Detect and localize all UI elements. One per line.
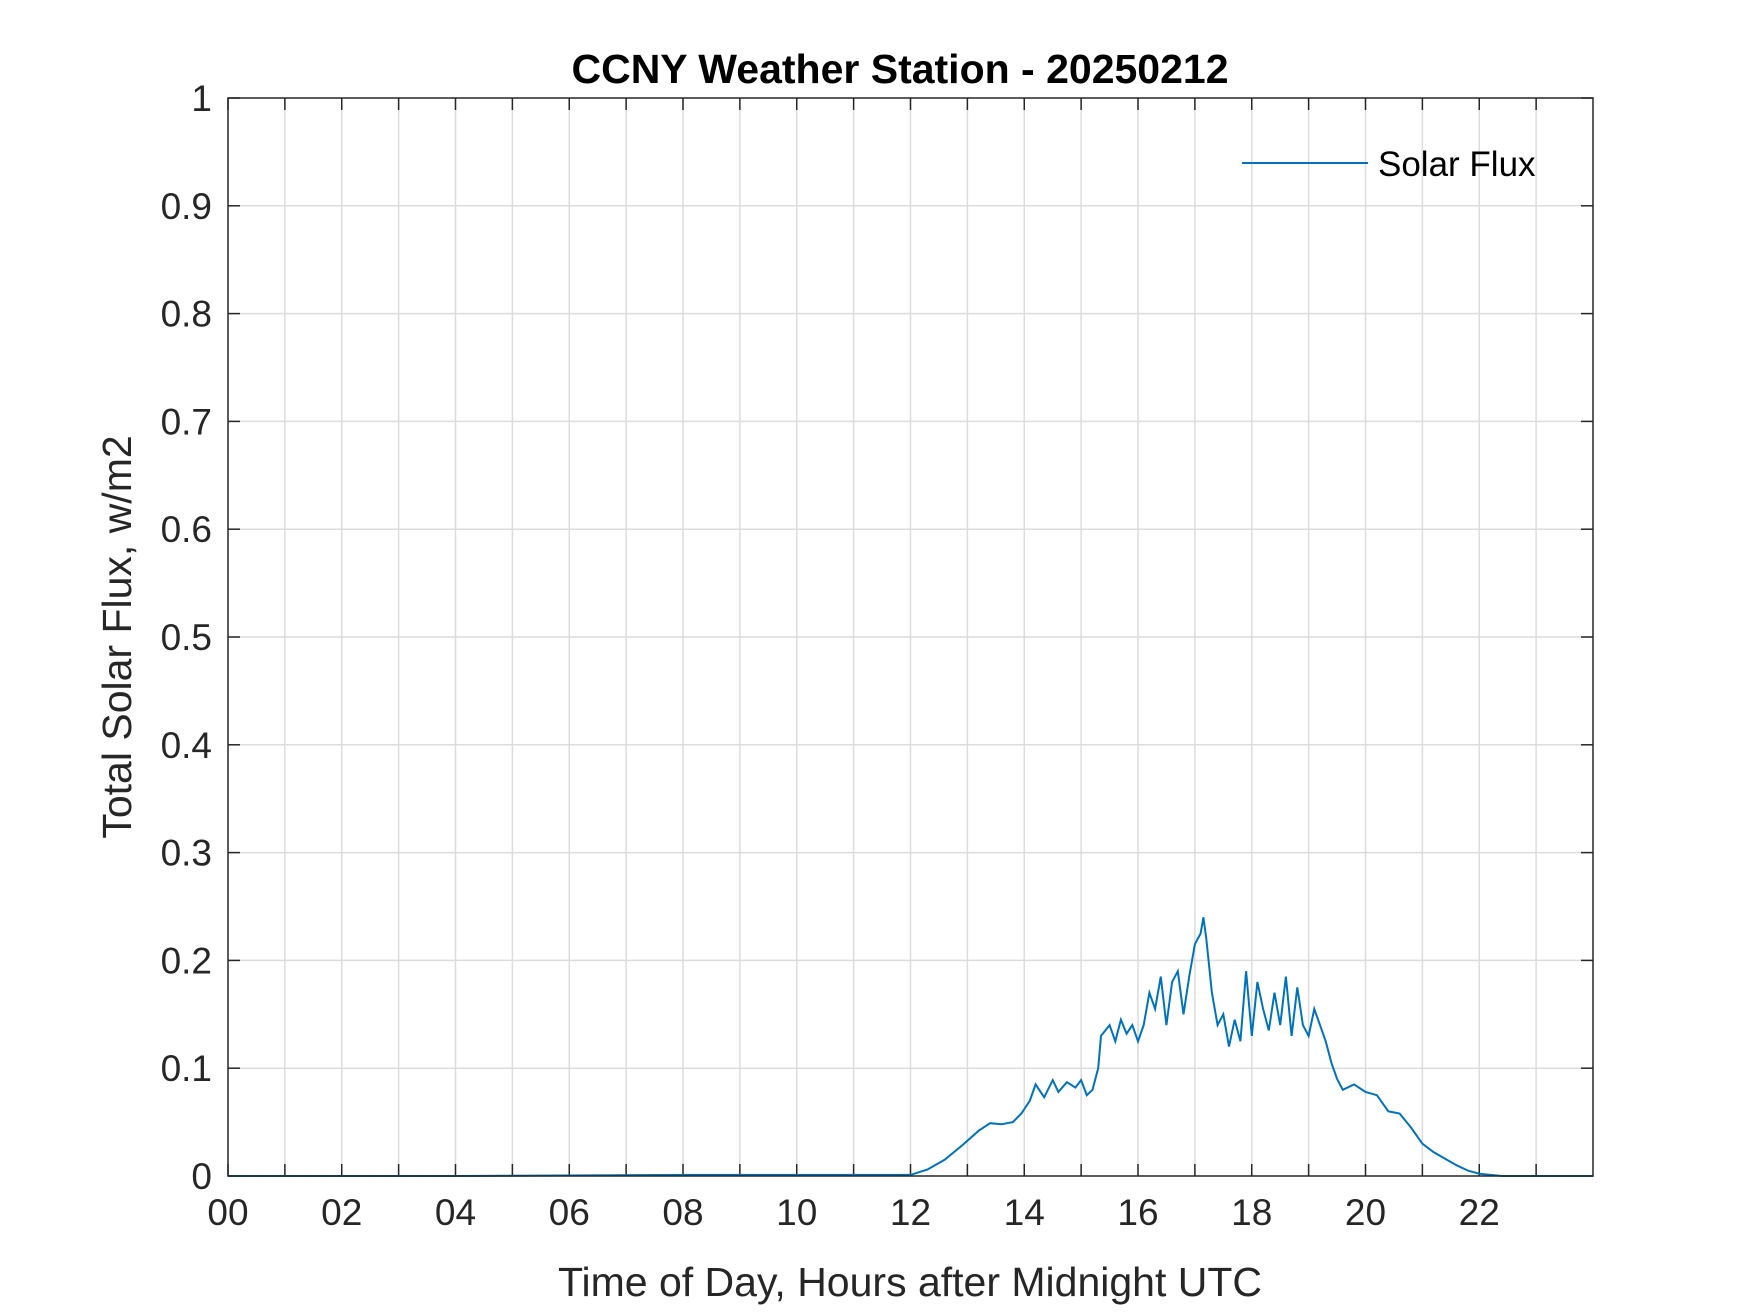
series-line-solar-flux (228, 917, 1593, 1177)
y-tick-label: 0.3 (161, 833, 212, 874)
y-tick-label: 0.8 (161, 294, 212, 335)
x-tick-label: 06 (549, 1192, 590, 1233)
legend-label-solar-flux: Solar Flux (1378, 145, 1536, 184)
x-tick-label: 04 (435, 1192, 476, 1233)
x-tick-label: 22 (1459, 1192, 1500, 1233)
x-tick-label: 10 (776, 1192, 817, 1233)
x-tick-labels: 00 02 04 06 08 10 12 14 16 18 20 22 (207, 1192, 1499, 1233)
x-tick-label: 02 (321, 1192, 362, 1233)
x-axis-label: Time of Day, Hours after Midnight UTC (558, 1259, 1262, 1305)
y-tick-label: 1 (191, 78, 212, 119)
x-tick-label: 16 (1117, 1192, 1158, 1233)
y-tick-label: 0.9 (161, 186, 212, 227)
x-tick-label: 08 (662, 1192, 703, 1233)
x-tick-label: 14 (1004, 1192, 1045, 1233)
x-tick-label: 12 (890, 1192, 931, 1233)
y-tick-label: 0.2 (161, 940, 212, 981)
y-tick-label: 0.5 (161, 617, 212, 658)
y-tick-labels: 0 0.1 0.2 0.3 0.4 0.5 0.6 0.7 0.8 0.9 1 (161, 78, 212, 1197)
plot-frame (227, 97, 1594, 1177)
y-axis-label: Total Solar Flux, w/m2 (94, 435, 140, 838)
chart-title: CCNY Weather Station - 20250212 (571, 46, 1228, 92)
y-tick-label: 0.6 (161, 509, 212, 550)
grid-lines (228, 98, 1593, 1176)
x-tick-label: 20 (1345, 1192, 1386, 1233)
y-tick-label: 0 (191, 1156, 212, 1197)
y-tick-label: 0.4 (161, 725, 212, 766)
legend: Solar Flux (1242, 145, 1536, 184)
x-tick-label: 18 (1231, 1192, 1272, 1233)
y-tick-label: 0.7 (161, 401, 212, 442)
y-tick-label: 0.1 (161, 1048, 212, 1089)
x-tick-label: 00 (207, 1192, 248, 1233)
